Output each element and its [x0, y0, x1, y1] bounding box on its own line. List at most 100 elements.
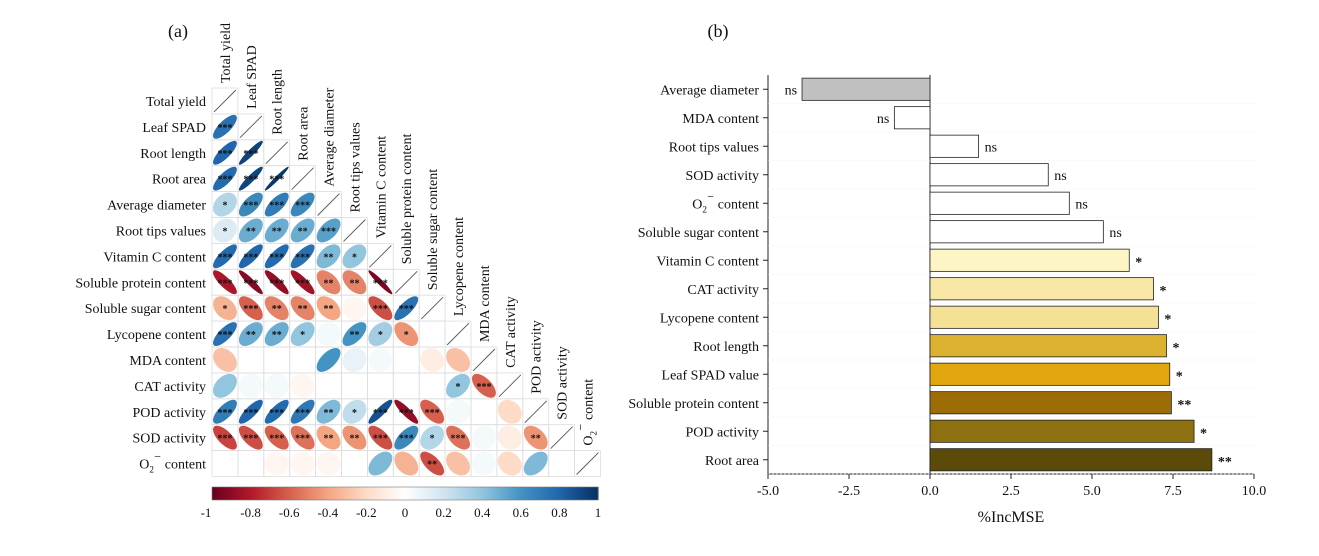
correlation-ellipse [316, 270, 341, 295]
significance-mark: *** [425, 408, 440, 419]
colorbar-segment [569, 487, 572, 500]
colorbar-segment [580, 487, 584, 500]
x-tick-label: 0.0 [921, 484, 939, 499]
significance-mark: ** [246, 226, 256, 237]
bar-cat-activity [929, 277, 1154, 301]
significance-mark: *** [321, 226, 336, 237]
colorbar-segment [487, 487, 491, 500]
colorbar-segment [439, 487, 443, 500]
correlation-ellipse [342, 373, 367, 398]
correlation-ellipse [368, 425, 393, 450]
colorbar-segment [225, 487, 229, 500]
colorbar-segment [266, 487, 269, 500]
row-label-cat-activity: CAT activity [134, 380, 206, 395]
significance-mark: *** [295, 252, 310, 263]
column-label-root-area: Root area [297, 106, 312, 161]
correlation-ellipse [316, 218, 341, 243]
colorbar-segment [476, 487, 479, 500]
correlation-ellipse [446, 348, 470, 372]
colorbar-segment [347, 487, 350, 500]
row-label-root-area: Root area [152, 173, 207, 188]
correlation-ellipse [368, 451, 393, 476]
bar-soluble-protein-content [929, 391, 1172, 415]
significance-mark: *** [217, 278, 232, 289]
colorbar-segment [281, 487, 285, 500]
correlation-ellipse [471, 425, 496, 450]
significance-mark: *** [373, 434, 388, 445]
colorbar-segment [489, 487, 493, 500]
bar-o2-content [929, 191, 1070, 215]
colorbar-segment [304, 487, 308, 500]
significance-mark: ** [324, 304, 334, 315]
bar-label-soluble-protein-content: Soluble protein content [628, 397, 759, 412]
significance-mark: ** [324, 408, 334, 419]
bar-label-o2-content: O2⁻ content [692, 192, 759, 214]
colorbar-segment [563, 487, 566, 500]
colorbar-segment [584, 487, 588, 500]
colorbar-tick-label: 0.2 [435, 505, 451, 520]
significance-mark: *** [373, 304, 388, 315]
importance-bar-chart: Average diameter ns MDA content ns Root tips… [628, 75, 1266, 526]
significance-mark: *** [373, 408, 388, 419]
diagonal-slash [446, 322, 470, 346]
correlation-ellipse [446, 373, 470, 398]
correlation-ellipse [212, 348, 237, 372]
significance-label: * [1160, 284, 1167, 299]
significance-mark: *** [269, 175, 284, 186]
significance-mark: *** [243, 408, 258, 419]
colorbar-segment [518, 487, 522, 500]
correlation-ellipse [316, 399, 341, 424]
colorbar-segment [482, 487, 485, 500]
correlation-ellipse [264, 348, 289, 372]
colorbar-segment [594, 487, 597, 500]
colorbar-segment [296, 487, 300, 500]
colorbar-segment [333, 487, 337, 500]
correlation-ellipse [368, 373, 393, 398]
colorbar-segment [592, 487, 595, 500]
row-label-mda-content: MDA content [129, 354, 206, 369]
colorbar-segment [561, 487, 564, 500]
colorbar-segment [557, 487, 560, 500]
colorbar-segment [273, 487, 277, 500]
correlation-ellipse [368, 348, 393, 372]
correlation-ellipse [238, 270, 263, 295]
x-tick-label: 7.5 [1164, 484, 1182, 499]
bar-label-leaf-spad-value: Leaf SPAD value [662, 368, 759, 383]
correlation-ellipse [342, 296, 367, 321]
colorbar-segment [262, 487, 265, 500]
colorbar-tick-label: 0 [402, 505, 409, 520]
colorbar-segment [466, 487, 470, 500]
colorbar-segment [320, 487, 323, 500]
colorbar-segment [213, 487, 217, 500]
correlation-ellipse [342, 399, 367, 424]
significance-mark: *** [217, 408, 232, 419]
colorbar-tick-label: 0.4 [474, 505, 491, 520]
significance-mark: * [300, 330, 305, 341]
diagonal-slash [498, 374, 522, 398]
colorbar-segment [499, 487, 503, 500]
correlation-ellipse [290, 192, 315, 217]
colorbar-segment [526, 487, 530, 500]
significance-mark: *** [295, 408, 310, 419]
correlation-ellipse [290, 296, 315, 321]
colorbar-segment [522, 487, 526, 500]
significance-label: * [1200, 426, 1207, 441]
colorbar-segment [318, 487, 321, 500]
colorbar-segment [354, 487, 358, 500]
significance-mark: ** [272, 304, 282, 315]
colorbar-segment [350, 487, 354, 500]
diagonal-slash [576, 452, 599, 475]
colorbar-segment [408, 487, 412, 500]
colorbar-segment [310, 487, 313, 500]
correlation-ellipse [264, 373, 289, 398]
correlation-ellipse [342, 244, 367, 269]
colorbar-segment [376, 487, 379, 500]
colorbar-segment [422, 487, 425, 500]
colorbar-segment [302, 487, 306, 500]
bar-average-diameter [801, 77, 931, 101]
colorbar-segment [513, 487, 516, 500]
correlation-ellipse [238, 348, 263, 372]
correlation-ellipse [316, 348, 341, 372]
significance-mark: *** [399, 408, 414, 419]
